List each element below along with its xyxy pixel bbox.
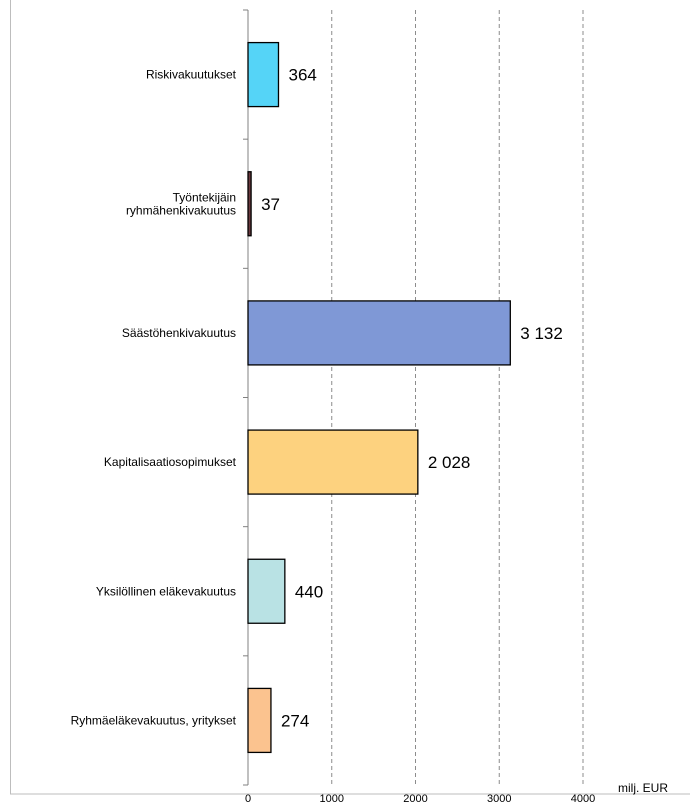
bar-5 <box>247 687 272 754</box>
value-label-5: 274 <box>281 711 309 730</box>
category-label-1: Työntekijäin <box>173 190 236 204</box>
category-label-1: ryhmähenkivakuutus <box>126 203 236 217</box>
bars <box>247 41 511 754</box>
x-tick-label-4000: 4000 <box>571 793 595 805</box>
value-label-3: 2 028 <box>428 453 471 472</box>
chart-outer-border <box>10 0 690 795</box>
bar-2 <box>247 300 511 366</box>
x-tick-label-3000: 3000 <box>487 793 511 805</box>
value-label-4: 440 <box>295 582 323 601</box>
labels: 364 Riskivakuutukset 37 Työntekijäinryhmähe… <box>71 66 563 731</box>
category-axis <box>243 9 249 786</box>
value-label-0: 364 <box>288 66 316 85</box>
x-tick-label-2000: 2000 <box>403 793 427 805</box>
value-label-1: 37 <box>261 195 280 214</box>
x-tick-label-1000: 1000 <box>320 793 344 805</box>
bar-1 <box>247 171 252 237</box>
bar-3 <box>247 429 419 495</box>
category-label-4: Yksilöllinen eläkevakuutus <box>96 584 236 598</box>
gridlines <box>331 10 584 785</box>
bar-4 <box>247 558 286 624</box>
x-tick-label-0: 0 <box>245 793 251 805</box>
x-axis-unit-label: milj. EUR <box>618 781 668 795</box>
category-label-5: Ryhmäeläkevakuutus, yritykset <box>71 713 237 727</box>
category-label-2: Säästöhenkivakuutus <box>122 326 236 340</box>
value-label-2: 3 132 <box>520 324 563 343</box>
category-label-0: Riskivakuutukset <box>146 68 237 82</box>
bar-0 <box>247 41 280 108</box>
category-label-3: Kapitalisaatiosopimukset <box>104 455 237 469</box>
x-axis-ticks: 0 1000 2000 3000 4000 <box>245 793 595 805</box>
